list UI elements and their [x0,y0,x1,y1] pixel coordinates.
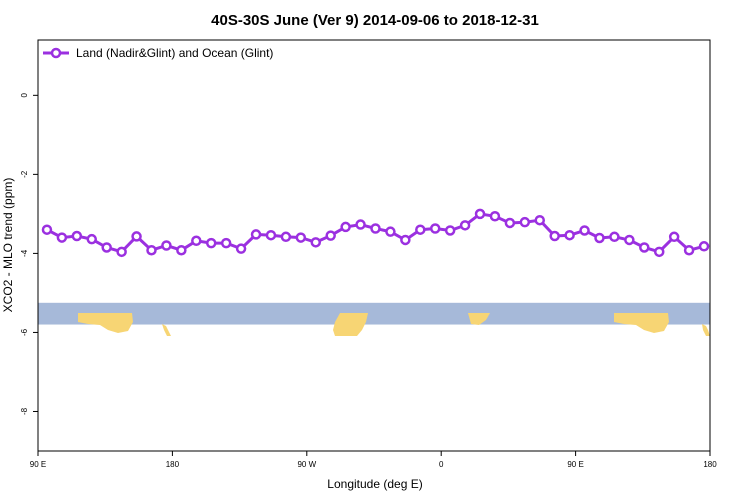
data-point [504,217,516,229]
x-tick-label: 90 E [30,460,46,469]
data-point [370,223,381,234]
data-point [549,230,560,242]
y-axis: 0 -2 -4 -6 -8 [20,93,38,415]
data-point [594,232,605,244]
data-point [56,232,68,243]
data-point [325,230,336,241]
data-point [385,226,396,237]
data-point [639,242,650,253]
data-point [564,229,575,241]
map-land-new-zealand [162,324,171,336]
chart-title: 40S-30S June (Ver 9) 2014-09-06 to 2018-… [211,12,539,29]
data-point [146,244,157,256]
data-point [653,246,665,258]
data-point [280,231,292,243]
map-strip [38,302,710,336]
data-point [340,221,351,233]
x-axis-label: Longitude (deg E) [327,477,422,491]
data-point [459,220,471,231]
data-point [191,235,202,247]
x-tick-label: 180 [166,460,180,469]
data-point [131,231,142,242]
legend-marker [50,47,62,59]
data-point [205,237,217,249]
map-land-new-zealand [702,324,710,336]
y-tick-label: -6 [20,328,29,336]
data-point [519,216,531,228]
data-point [176,244,187,256]
y-tick-label: -8 [20,407,29,415]
data-point [101,242,112,253]
data-point [400,234,411,246]
x-axis: 90 E 180 90 W 0 90 E 180 [30,451,717,469]
data-point [534,214,546,226]
map-land-south-america [333,313,368,336]
data-point [489,211,501,222]
y-axis-label: XCO2 - MLO trend (ppm) [1,178,15,313]
data-point [41,224,53,235]
data-point [624,234,635,246]
data-point [579,225,590,236]
data-point [609,231,620,243]
y-tick-label: -4 [20,249,29,257]
x-tick-label: 180 [703,460,717,469]
legend: Land (Nadir&Glint) and Ocean (Glint) [43,46,273,60]
data-point [161,240,172,251]
x-tick-label: 90 E [567,460,583,469]
data-point [310,237,322,248]
map-ocean [38,302,710,325]
map-land-australia [78,313,133,333]
legend-entry: Land (Nadir&Glint) and Ocean (Glint) [76,46,273,60]
map-land-australia [614,313,669,333]
data-point [668,231,680,243]
data-point [265,229,277,241]
data-point [250,229,262,240]
data-point [474,208,486,220]
data-point [116,246,127,258]
data-point [698,241,710,252]
y-tick-label: 0 [20,93,29,98]
data-point [444,225,456,236]
map-land-africa [468,313,490,325]
series-layer [41,208,710,258]
data-point [295,232,307,243]
data-point [429,223,441,234]
plot-frame [37,39,711,452]
data-point [355,219,366,230]
data-point [220,237,232,249]
data-point [71,230,83,242]
data-point [235,243,247,254]
data-point [86,233,98,245]
data-point [683,244,695,256]
y-tick-label: -2 [20,170,29,178]
x-tick-label: 90 W [297,460,316,469]
x-tick-label: 0 [439,460,444,469]
data-point [415,224,426,235]
